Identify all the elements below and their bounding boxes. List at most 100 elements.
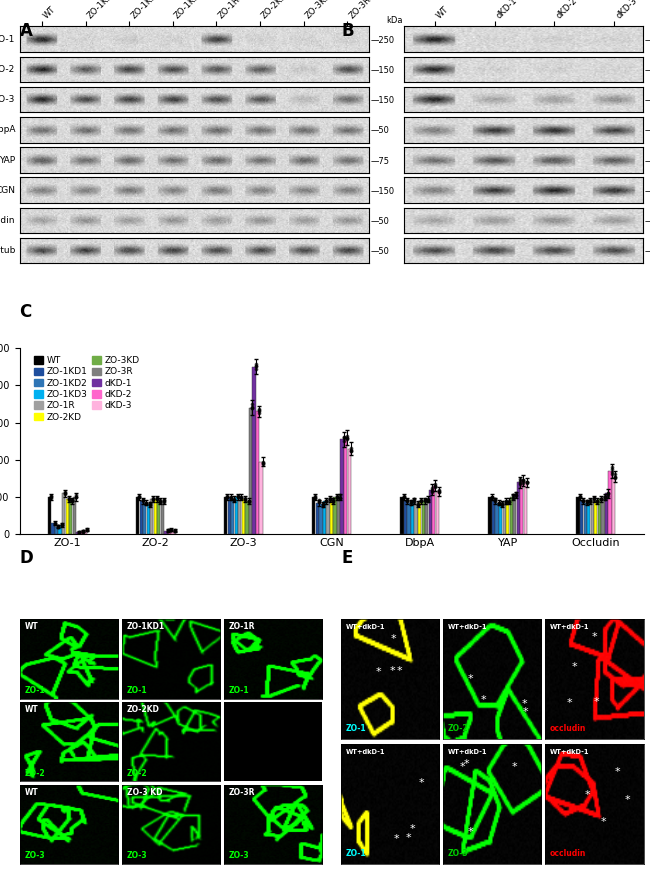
Point: [155, 493, 166, 507]
Point: [335, 490, 345, 505]
Point: [413, 498, 423, 512]
Point: [599, 490, 610, 504]
Text: *: *: [467, 674, 473, 684]
Text: ZO-1: ZO-1: [229, 685, 250, 695]
Bar: [161, 501, 164, 534]
Point: [53, 520, 64, 534]
Text: ZO-3 KD: ZO-3 KD: [127, 788, 162, 796]
Point: [332, 491, 342, 505]
Point: [134, 490, 144, 504]
Point: [324, 491, 335, 505]
Text: *: *: [410, 824, 415, 834]
Point: [328, 492, 339, 506]
Point: [49, 516, 60, 530]
Point: [67, 493, 77, 507]
Point: [237, 490, 247, 505]
Point: [148, 493, 159, 507]
Point: [402, 494, 412, 508]
Point: [226, 490, 236, 505]
Point: [257, 456, 268, 470]
Text: *: *: [480, 695, 486, 706]
Bar: [502, 501, 506, 534]
Bar: [604, 493, 608, 534]
Point: [310, 490, 320, 505]
Bar: [488, 497, 491, 534]
Point: [490, 492, 501, 506]
Y-axis label: Occludin: Occludin: [0, 216, 16, 225]
Point: [243, 494, 254, 508]
Point: [497, 498, 508, 512]
Bar: [330, 501, 333, 534]
Text: WT: WT: [25, 788, 38, 796]
Point: [254, 404, 265, 418]
Point: [237, 490, 247, 505]
Text: WT+dkD-1: WT+dkD-1: [346, 624, 385, 630]
Point: [257, 457, 268, 471]
Point: [416, 494, 426, 508]
Point: [603, 487, 613, 501]
Point: [490, 494, 501, 508]
Point: [64, 490, 74, 505]
Point: [434, 485, 444, 499]
Point: [500, 494, 511, 508]
Point: [335, 488, 345, 502]
Bar: [239, 497, 242, 534]
Bar: [48, 497, 51, 534]
Point: [596, 491, 606, 505]
Point: [578, 494, 588, 508]
Point: [409, 492, 419, 506]
Bar: [591, 499, 594, 534]
Point: [332, 490, 342, 505]
Point: [67, 493, 77, 507]
Bar: [153, 499, 157, 534]
Point: [138, 493, 148, 507]
Point: [233, 490, 243, 505]
Bar: [421, 501, 424, 534]
Point: [57, 518, 67, 532]
Bar: [172, 531, 175, 534]
Bar: [580, 501, 583, 534]
Bar: [510, 497, 513, 534]
Point: [335, 490, 345, 505]
Point: [419, 493, 430, 507]
Point: [233, 489, 243, 503]
Text: WT+dkD-1: WT+dkD-1: [550, 749, 590, 755]
Point: [500, 494, 511, 508]
Point: [71, 490, 81, 504]
Bar: [404, 501, 407, 534]
Text: *: *: [625, 796, 630, 805]
Point: [606, 462, 617, 476]
Point: [226, 490, 236, 505]
Text: ZO-1: ZO-1: [346, 849, 366, 858]
Point: [419, 492, 430, 506]
Text: ZO-2: ZO-2: [25, 768, 45, 778]
Bar: [136, 497, 139, 534]
Bar: [80, 531, 83, 534]
Point: [508, 491, 518, 505]
Point: [493, 496, 504, 510]
Point: [78, 524, 88, 538]
Point: [522, 475, 532, 490]
Point: [53, 519, 64, 534]
Point: [423, 493, 434, 507]
Point: [321, 494, 332, 508]
Point: [430, 480, 441, 494]
Point: [423, 494, 434, 508]
Point: [74, 526, 85, 540]
Point: [46, 490, 57, 504]
Text: *: *: [523, 707, 528, 717]
Text: *: *: [376, 667, 382, 676]
Point: [317, 498, 328, 512]
Bar: [520, 481, 523, 534]
Text: *: *: [460, 762, 466, 772]
Bar: [259, 461, 263, 534]
Point: [170, 524, 180, 538]
Point: [504, 495, 515, 509]
Bar: [231, 499, 235, 534]
Point: [247, 401, 257, 415]
Point: [518, 475, 528, 490]
Point: [346, 445, 356, 459]
Point: [599, 490, 610, 505]
Text: kDa: kDa: [386, 17, 403, 26]
Point: [317, 497, 328, 512]
